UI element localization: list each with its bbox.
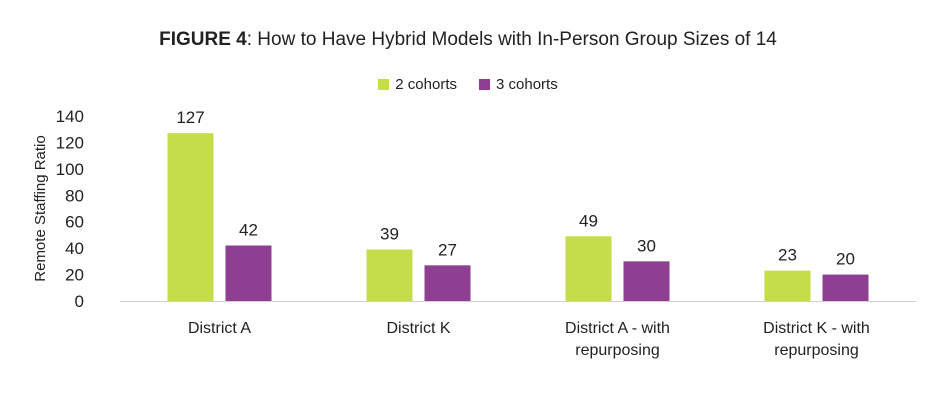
bar-2-cohorts (764, 270, 811, 301)
y-tick-label: 40 (65, 239, 84, 258)
bar-3-cohorts (822, 274, 869, 301)
chart-title: FIGURE 4: How to Have Hybrid Models with… (0, 29, 936, 51)
legend-item-2-cohorts: 2 cohorts (378, 76, 457, 93)
x-tick-label: District K (387, 320, 451, 337)
data-label: 39 (380, 224, 399, 243)
y-axis-label: Remote Staffing Ratio (32, 135, 49, 281)
data-label: 23 (778, 246, 797, 265)
legend-item-3-cohorts: 3 cohorts (479, 76, 558, 93)
data-label: 20 (836, 250, 855, 269)
data-label: 27 (438, 240, 457, 259)
y-tick-label: 120 (56, 133, 84, 152)
figure-label: FIGURE 4 (159, 29, 247, 50)
data-label: 30 (637, 236, 656, 255)
figure-title-text: : How to Have Hybrid Models with In-Pers… (246, 29, 777, 50)
bar-3-cohorts (424, 265, 471, 301)
legend-swatch-3-cohorts (479, 79, 490, 90)
chart-legend: 2 cohorts 3 cohorts (0, 76, 936, 93)
y-tick-label: 20 (65, 266, 84, 285)
x-tick-label: repurposing (774, 342, 859, 359)
data-label: 42 (239, 221, 258, 240)
legend-label-3-cohorts: 3 cohorts (496, 76, 558, 93)
x-tick-label: District A (188, 320, 251, 337)
bar-2-cohorts (565, 236, 612, 301)
bar-2-cohorts (366, 249, 413, 301)
y-tick-label: 60 (65, 213, 84, 232)
x-tick-label: District A - with (565, 320, 670, 337)
data-label: 49 (579, 211, 598, 230)
y-tick-label: 140 (56, 107, 84, 126)
legend-label-2-cohorts: 2 cohorts (395, 76, 457, 93)
data-label: 127 (176, 108, 204, 127)
x-tick-label: repurposing (575, 342, 660, 359)
bar-3-cohorts (623, 261, 670, 301)
bar-3-cohorts (225, 245, 272, 301)
bar-2-cohorts (167, 133, 214, 301)
y-tick-label: 100 (56, 160, 84, 179)
legend-swatch-2-cohorts (378, 79, 390, 90)
y-tick-label: 80 (65, 186, 84, 205)
y-tick-label: 0 (75, 292, 84, 311)
x-tick-label: District K - with (763, 320, 870, 337)
